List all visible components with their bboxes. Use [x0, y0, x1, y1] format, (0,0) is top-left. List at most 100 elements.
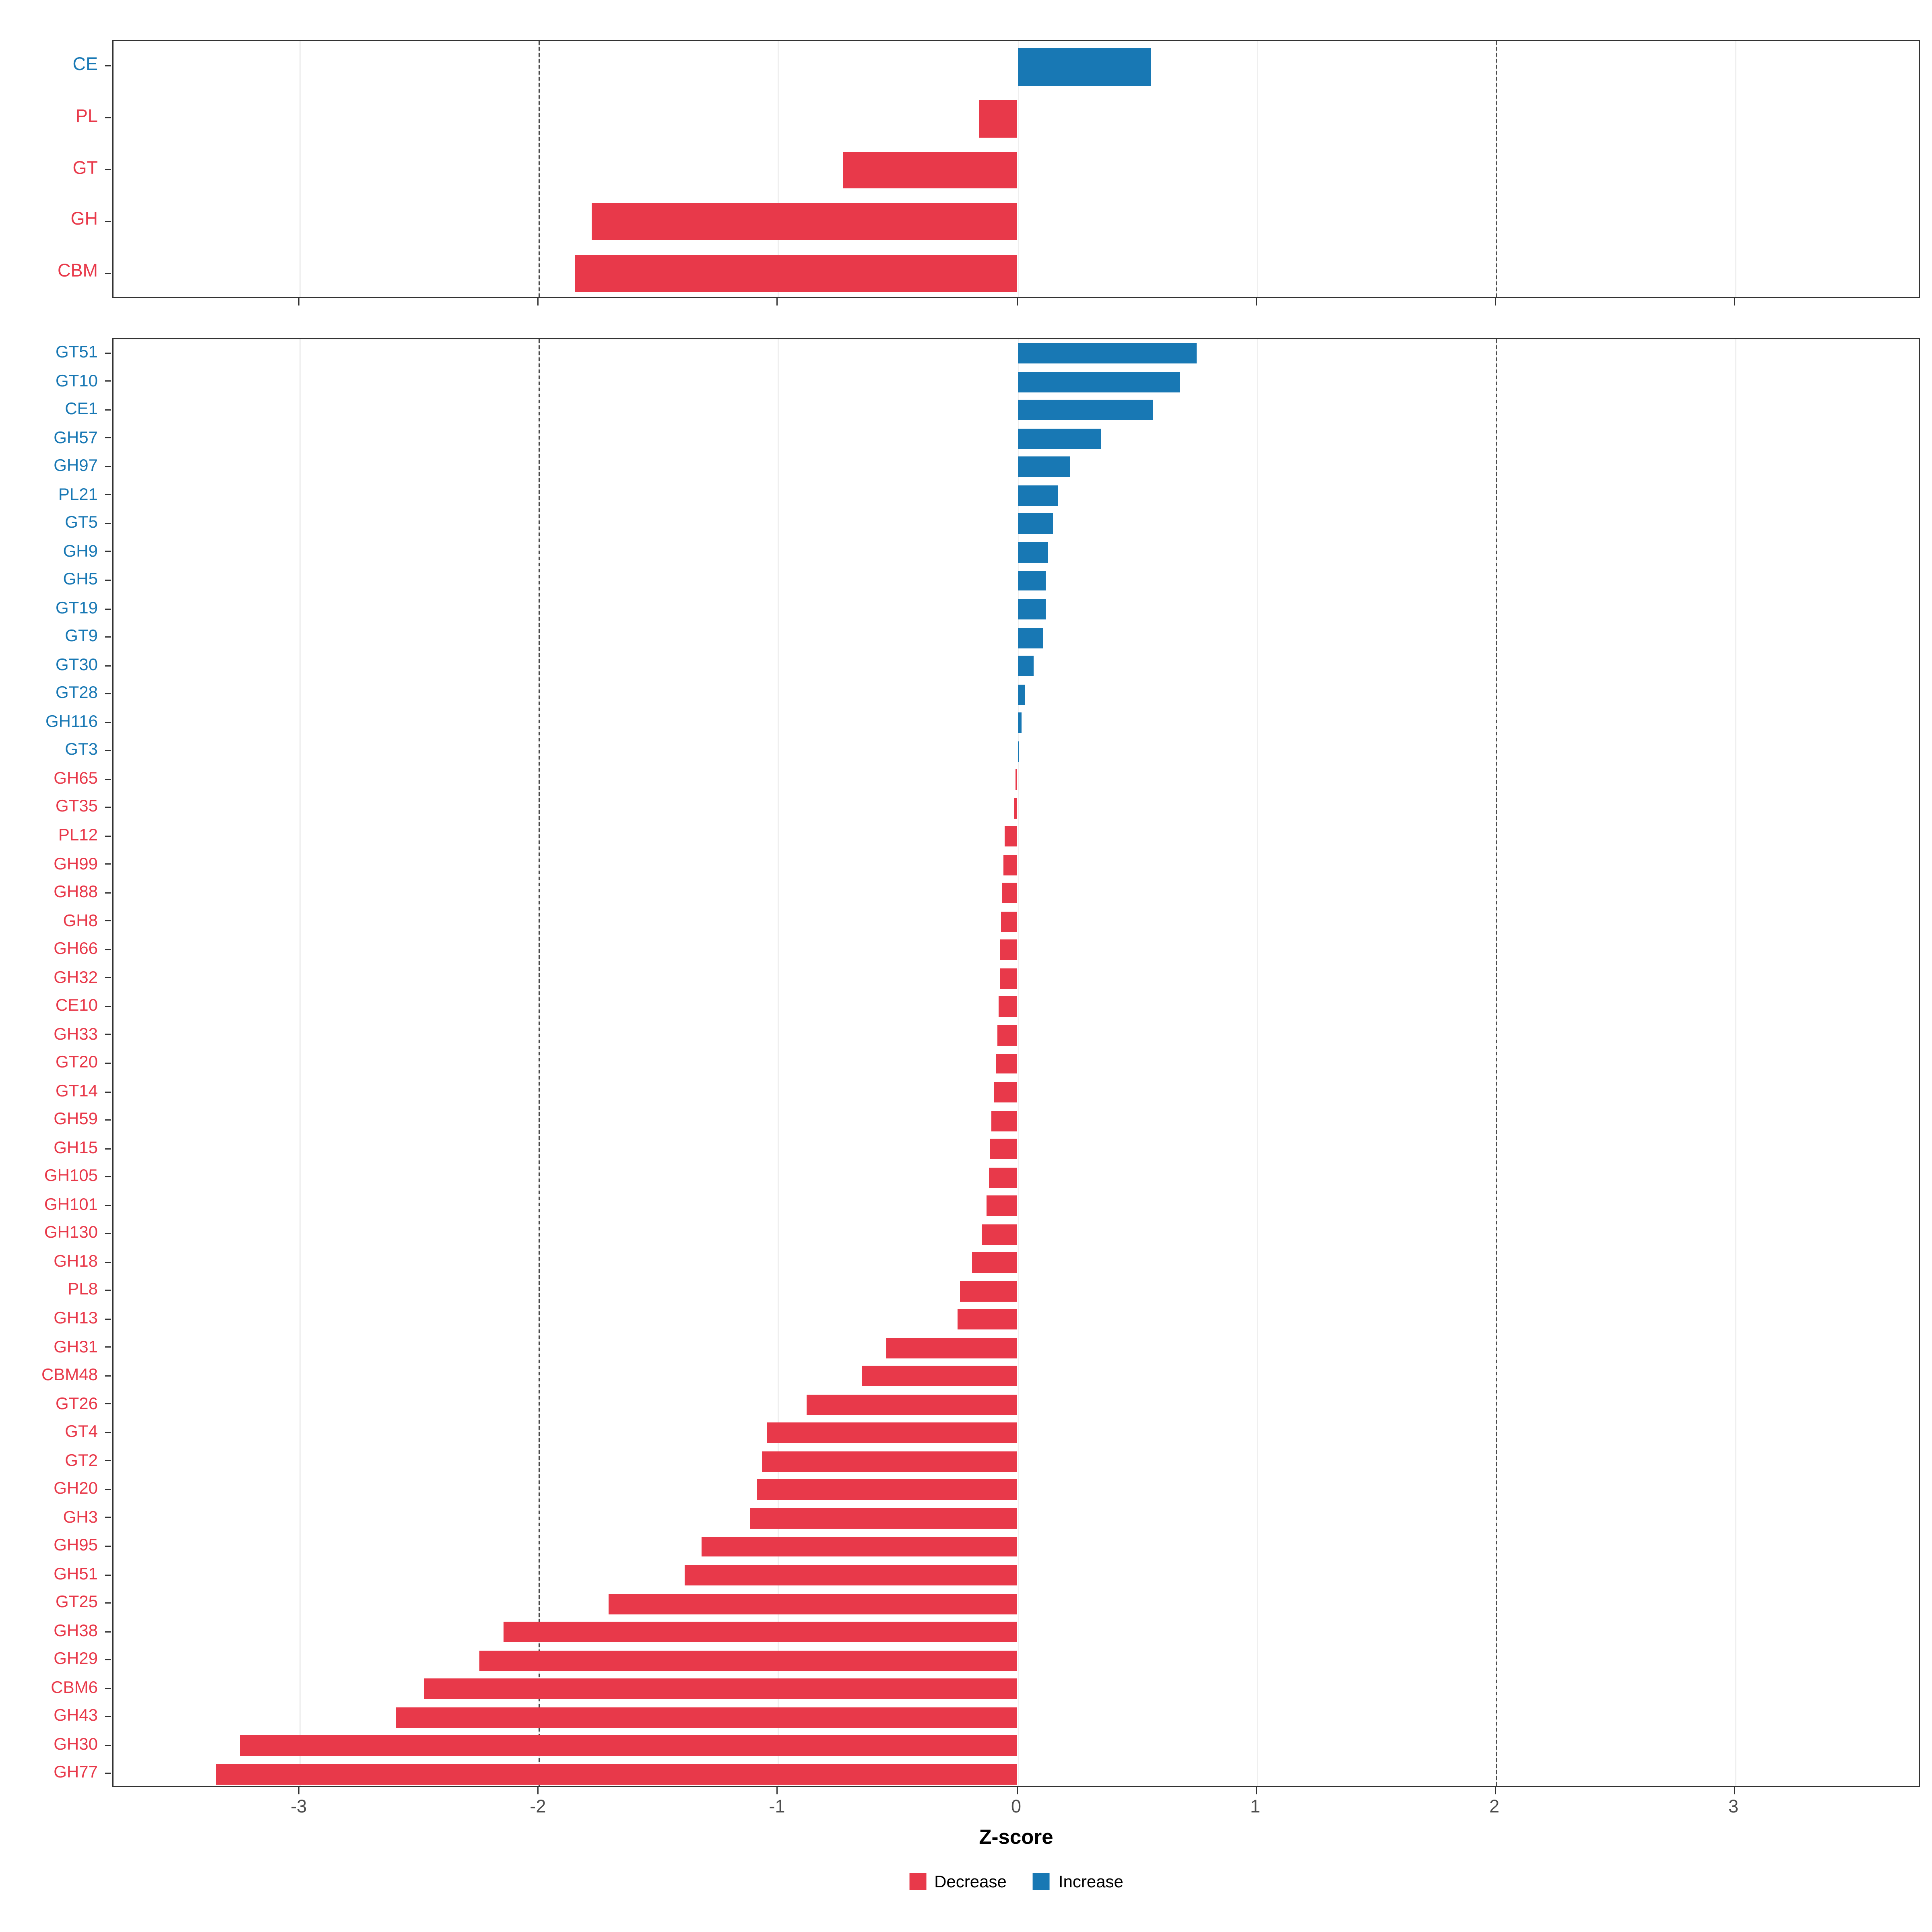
bar-GH51	[685, 1565, 1018, 1585]
category-label-GT28: GT28	[55, 683, 98, 702]
x-tick-label-2: 2	[1489, 1797, 1500, 1817]
bar-GH31	[886, 1338, 1018, 1358]
category-label-PL8: PL8	[68, 1279, 98, 1299]
bar-GH77	[216, 1764, 1018, 1785]
gridline-x-1	[778, 41, 780, 297]
bar-GT28	[1017, 684, 1026, 705]
category-label-GT4: GT4	[65, 1421, 98, 1441]
y-tick-GH	[105, 221, 111, 222]
category-label-GH9: GH9	[63, 541, 98, 560]
x-axis-title: Z-score	[979, 1826, 1053, 1849]
y-tick-GH3	[105, 1517, 111, 1519]
gridline-x3	[1734, 339, 1736, 1786]
y-tick-GT4	[105, 1432, 111, 1433]
category-label-GH13: GH13	[54, 1308, 98, 1327]
y-tick-CE10	[105, 1005, 111, 1007]
category-label-GH31: GH31	[54, 1336, 98, 1356]
category-label-PL: PL	[75, 106, 98, 127]
category-label-GH51: GH51	[54, 1563, 98, 1583]
bar-GT35	[1013, 798, 1018, 819]
gridline-x-1	[778, 339, 780, 1786]
y-tick-GH15	[105, 1148, 111, 1149]
category-label-GH18: GH18	[54, 1251, 98, 1270]
x-tick-3-panel1	[1733, 1787, 1735, 1794]
x-tick-2-panel0	[1494, 298, 1496, 305]
y-tick-GH8	[105, 921, 111, 922]
bar-CE	[1017, 48, 1152, 86]
category-label-GH8: GH8	[63, 910, 98, 929]
y-tick-GT26	[105, 1404, 111, 1405]
category-label-GH5: GH5	[63, 569, 98, 588]
y-tick-GH20	[105, 1488, 111, 1490]
category-label-GH66: GH66	[54, 938, 98, 958]
category-label-GT: GT	[72, 157, 98, 178]
y-tick-GT5	[105, 522, 111, 524]
legend-swatch-increase	[1033, 1873, 1050, 1890]
category-label-GT3: GT3	[65, 739, 98, 759]
category-label-GH20: GH20	[54, 1478, 98, 1498]
y-tick-GH130	[105, 1233, 111, 1234]
y-tick-GH88	[105, 892, 111, 894]
gridline-x0	[1017, 41, 1019, 297]
legend-label-decrease: Decrease	[934, 1872, 1007, 1891]
bar-CE1	[1017, 400, 1154, 421]
x-tick--2-panel0	[538, 298, 539, 305]
bar-GH97	[1017, 457, 1070, 478]
dashed-reference-line-x2	[1495, 41, 1497, 297]
bar-GT3	[1017, 741, 1020, 762]
category-label-GH101: GH101	[44, 1194, 98, 1214]
y-tick-CBM48	[105, 1375, 111, 1377]
bar-GT19	[1017, 599, 1046, 619]
gridline-x0	[1017, 339, 1019, 1786]
bar-GT5	[1017, 514, 1053, 535]
bar-GH65	[1015, 769, 1018, 790]
y-tick-GT9	[105, 636, 111, 638]
category-label-GH30: GH30	[54, 1734, 98, 1753]
x-tick--2-panel1	[538, 1787, 539, 1794]
category-label-GT5: GT5	[65, 512, 98, 532]
bar-GH8	[1000, 911, 1018, 932]
y-tick-GH31	[105, 1346, 111, 1348]
bar-GT9	[1017, 627, 1044, 648]
bar-GT25	[608, 1593, 1018, 1614]
category-label-GT51: GT51	[55, 342, 98, 361]
gridline-x1	[1256, 41, 1258, 297]
bar-GT	[842, 151, 1018, 189]
bar-GH43	[395, 1707, 1018, 1728]
bar-GH116	[1017, 712, 1022, 733]
y-tick-GT14	[105, 1091, 111, 1092]
bar-GH15	[990, 1139, 1018, 1160]
y-tick-GT20	[105, 1063, 111, 1064]
category-label-CE: CE	[72, 54, 98, 75]
category-label-GT35: GT35	[55, 796, 98, 816]
panel-enzyme-families	[112, 338, 1920, 1787]
y-tick-CE1	[105, 409, 111, 411]
y-tick-PL8	[105, 1290, 111, 1291]
y-tick-GH101	[105, 1204, 111, 1206]
x-tick-label-3: 3	[1728, 1797, 1739, 1817]
y-tick-GT3	[105, 750, 111, 751]
bar-GH66	[999, 940, 1018, 961]
bar-GT2	[761, 1451, 1018, 1472]
category-label-GH29: GH29	[54, 1649, 98, 1668]
x-tick--1-panel1	[777, 1787, 778, 1794]
bar-GT30	[1017, 656, 1034, 677]
y-tick-GH38	[105, 1631, 111, 1632]
bar-GT4	[766, 1423, 1018, 1444]
category-label-GT2: GT2	[65, 1449, 98, 1469]
bar-GH32	[999, 968, 1018, 989]
category-label-CBM6: CBM6	[51, 1677, 98, 1697]
category-label-GH: GH	[70, 209, 98, 230]
y-tick-GH29	[105, 1659, 111, 1661]
category-label-GH32: GH32	[54, 966, 98, 986]
bar-GT14	[993, 1082, 1018, 1102]
dashed-reference-line-x-2	[539, 339, 541, 1786]
y-tick-CBM	[105, 272, 111, 274]
y-tick-GT2	[105, 1460, 111, 1462]
y-tick-GT	[105, 169, 111, 170]
bar-GH5	[1017, 570, 1046, 591]
y-tick-GH13	[105, 1318, 111, 1320]
bar-GH57	[1017, 428, 1101, 449]
bar-CE10	[998, 997, 1018, 1018]
